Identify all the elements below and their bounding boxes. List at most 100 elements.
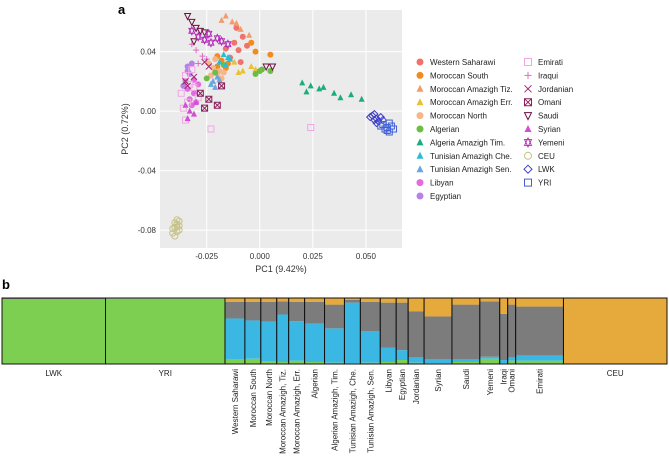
data-point bbox=[239, 67, 246, 74]
data-point bbox=[213, 101, 221, 109]
data-point bbox=[190, 38, 198, 46]
admixture-segment bbox=[244, 320, 262, 359]
admixture-segment bbox=[224, 301, 246, 319]
legend-entry-label: Syrian bbox=[538, 125, 561, 134]
data-point bbox=[207, 125, 215, 133]
admixture-segment bbox=[499, 298, 509, 314]
admixture-segment bbox=[515, 298, 564, 307]
admixture-segment bbox=[396, 360, 409, 364]
data-point bbox=[416, 125, 424, 133]
data-point bbox=[385, 128, 393, 136]
data-point bbox=[252, 70, 259, 77]
data-point bbox=[416, 84, 424, 92]
data-point bbox=[358, 95, 365, 102]
admixture-segment bbox=[408, 311, 425, 358]
admixture-segment bbox=[507, 304, 516, 358]
data-point bbox=[188, 66, 196, 73]
legend-entry-label: Emirati bbox=[538, 58, 563, 67]
admixture-segment bbox=[396, 298, 409, 303]
data-point bbox=[188, 18, 196, 27]
data-point bbox=[416, 112, 424, 120]
admixture-segment bbox=[244, 301, 262, 321]
legend-entry-label: Moroccan Amazigh Tiz. bbox=[430, 85, 513, 94]
admixture-segment bbox=[507, 360, 516, 364]
admixture-segment bbox=[380, 302, 397, 348]
data-point bbox=[179, 104, 187, 112]
admixture-segment bbox=[507, 298, 516, 305]
population-label: Western Saharawi bbox=[231, 369, 240, 434]
y-tick-label: 0.04 bbox=[140, 48, 156, 57]
data-point bbox=[183, 12, 192, 21]
admixture-segment bbox=[451, 304, 481, 360]
data-point bbox=[524, 58, 532, 66]
data-point bbox=[377, 122, 385, 130]
population-label: Tunisian Amazigh, Che. bbox=[348, 369, 357, 453]
data-point bbox=[194, 31, 202, 42]
admixture-segment bbox=[451, 359, 481, 363]
data-point bbox=[244, 42, 251, 49]
data-point bbox=[416, 138, 424, 146]
admixture-segment bbox=[451, 298, 481, 305]
admixture-segment bbox=[276, 301, 290, 315]
admixture-segment bbox=[360, 362, 381, 364]
legend-entry-label: Moroccan North bbox=[430, 112, 487, 121]
data-point bbox=[246, 31, 253, 38]
data-point bbox=[248, 63, 255, 70]
population-label: YRI bbox=[159, 369, 172, 378]
data-point bbox=[376, 112, 385, 122]
data-point bbox=[207, 80, 214, 87]
admixture-segment bbox=[304, 323, 325, 363]
admixture-segment bbox=[515, 360, 564, 364]
admixture-segment bbox=[324, 362, 345, 364]
population-label: Algerian Amazigh, Tim. bbox=[331, 369, 340, 451]
admixture-segment bbox=[360, 298, 381, 302]
data-point bbox=[190, 90, 197, 97]
data-point bbox=[233, 19, 240, 26]
data-points bbox=[169, 12, 398, 240]
data-point bbox=[177, 89, 185, 97]
admixture-segment bbox=[224, 359, 246, 364]
data-point bbox=[220, 51, 227, 58]
admixture-segment bbox=[260, 298, 278, 302]
data-point bbox=[205, 95, 213, 103]
data-point bbox=[320, 83, 327, 90]
admixture-segment bbox=[515, 355, 564, 361]
legend-entry-label: Libyan bbox=[430, 179, 454, 188]
data-point bbox=[193, 98, 200, 105]
data-point bbox=[184, 67, 191, 74]
admixture-segment bbox=[324, 298, 345, 305]
admixture-segment bbox=[499, 360, 509, 364]
y-axis-label: PC2 (0.72%) bbox=[120, 103, 130, 155]
pca-scatter-plot: a -0.025 0.000 0.025 0.050 0.04 0.00 -0.04 -0.… bbox=[118, 2, 573, 274]
data-point bbox=[203, 75, 210, 82]
data-point bbox=[416, 165, 424, 173]
data-point bbox=[190, 110, 197, 117]
panel-b-letter: b bbox=[2, 277, 10, 292]
admixture-segment bbox=[396, 350, 409, 361]
data-point bbox=[182, 78, 189, 85]
data-point bbox=[372, 118, 381, 128]
population-label: Jordanian bbox=[412, 369, 421, 404]
legend: Western Saharawi Moroccan South Moroccan A… bbox=[416, 58, 573, 201]
data-point bbox=[190, 73, 198, 81]
data-point bbox=[173, 223, 181, 231]
admixture-segment bbox=[260, 321, 278, 362]
data-point bbox=[200, 34, 209, 45]
plot-background bbox=[160, 10, 402, 248]
admixture-segment bbox=[105, 298, 226, 364]
x-tick-label: 0.000 bbox=[250, 252, 271, 261]
data-point bbox=[416, 71, 424, 79]
admixture-segment bbox=[260, 361, 278, 364]
population-block bbox=[562, 297, 668, 365]
data-point bbox=[256, 67, 263, 74]
data-point bbox=[237, 25, 244, 32]
population-label: Emirati bbox=[536, 369, 545, 394]
admixture-segment bbox=[344, 298, 361, 300]
data-point bbox=[523, 136, 533, 148]
legend-entry-label: CEU bbox=[538, 152, 555, 161]
admixture-segment bbox=[276, 314, 290, 363]
data-point bbox=[303, 88, 310, 95]
legend-entry-label: LWK bbox=[538, 165, 555, 174]
legend-entry-label: Saudi bbox=[538, 112, 559, 121]
admixture-segment bbox=[224, 318, 246, 360]
